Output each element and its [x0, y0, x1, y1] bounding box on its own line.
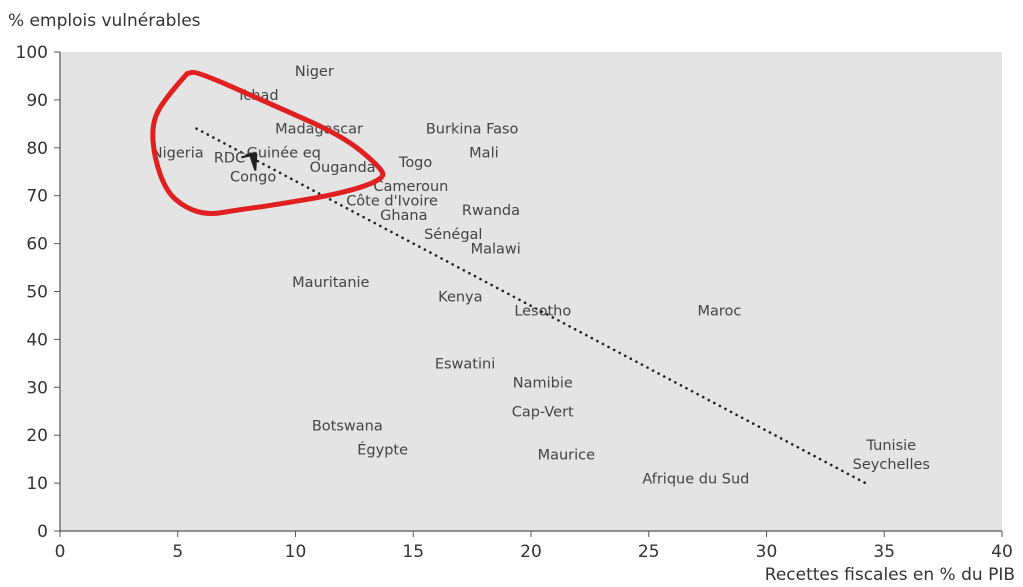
x-tick-label: 40 [991, 542, 1013, 562]
point-label: Niger [295, 64, 334, 80]
x-tick-label: 10 [285, 542, 307, 562]
point-label: Burkina Faso [426, 122, 519, 138]
point-label: Seychelles [853, 457, 930, 473]
x-tick-label: 30 [756, 542, 778, 562]
point-label: Afrique du Sud [642, 471, 749, 487]
point-label: Cameroun [373, 179, 448, 195]
point-label: Ghana [380, 208, 427, 224]
annotation-layer [150, 69, 386, 216]
point-label: Eswatini [435, 356, 495, 372]
x-tick-label: 5 [172, 542, 183, 562]
y-tick-label: 40 [26, 330, 48, 350]
point-label: Côte d'Ivoire [346, 193, 438, 209]
point-label: Madagascar [275, 122, 363, 138]
y-tick-label: 70 [26, 187, 48, 207]
point-label: Ouganda [310, 160, 376, 176]
x-tick-label: 25 [638, 542, 660, 562]
point-label: Congo [230, 170, 276, 186]
x-tick-label: 15 [402, 542, 424, 562]
x-tick-label: 35 [873, 542, 895, 562]
point-label: Nigeria [152, 146, 204, 162]
y-tick-label: 100 [16, 43, 48, 63]
x-tick-label: 20 [520, 542, 542, 562]
point-label: Sénégal [424, 227, 482, 243]
point-label: Mauritanie [292, 275, 369, 291]
y-tick-label: 0 [37, 522, 48, 542]
plot-area [60, 52, 1002, 531]
point-label: Maurice [538, 447, 596, 463]
y-tick-label: 90 [26, 91, 48, 111]
x-tick-label: 0 [55, 542, 66, 562]
y-tick-label: 10 [26, 474, 48, 494]
point-label: Namibie [513, 376, 573, 392]
pointer-mark [241, 152, 258, 171]
y-tick-label: 30 [26, 378, 48, 398]
point-label: Togo [398, 155, 432, 171]
trendline-layer [195, 127, 867, 485]
axis-ticks: 0 5 10 15 20 25 30 35 40 0 10 20 30 40 50 60 70 80 90 100 [16, 43, 1013, 562]
point-label: Lesotho [514, 304, 571, 320]
point-label: Égypte [357, 442, 408, 459]
x-axis-title: Recettes fiscales en % du PIB [765, 565, 1015, 585]
y-tick-label: 60 [26, 235, 48, 255]
point-label: Mali [469, 146, 498, 162]
point-label: Guinée eq [247, 146, 321, 162]
point-label: Kenya [438, 289, 482, 305]
y-tick-label: 20 [26, 426, 48, 446]
y-axis-title: % emplois vulnérables [8, 11, 201, 31]
y-tick-label: 80 [26, 139, 48, 159]
y-tick-label: 50 [26, 283, 48, 303]
trendline [195, 127, 867, 485]
point-label: Maroc [697, 304, 741, 320]
point-label: Rwanda [462, 203, 520, 219]
point-label: Tunisie [866, 438, 917, 454]
point-label: Botswana [312, 419, 383, 435]
point-label: Cap-Vert [512, 404, 574, 420]
hand-drawn-outline [150, 69, 386, 216]
point-label: Malawi [471, 241, 521, 257]
point-label: RDC [214, 150, 245, 166]
